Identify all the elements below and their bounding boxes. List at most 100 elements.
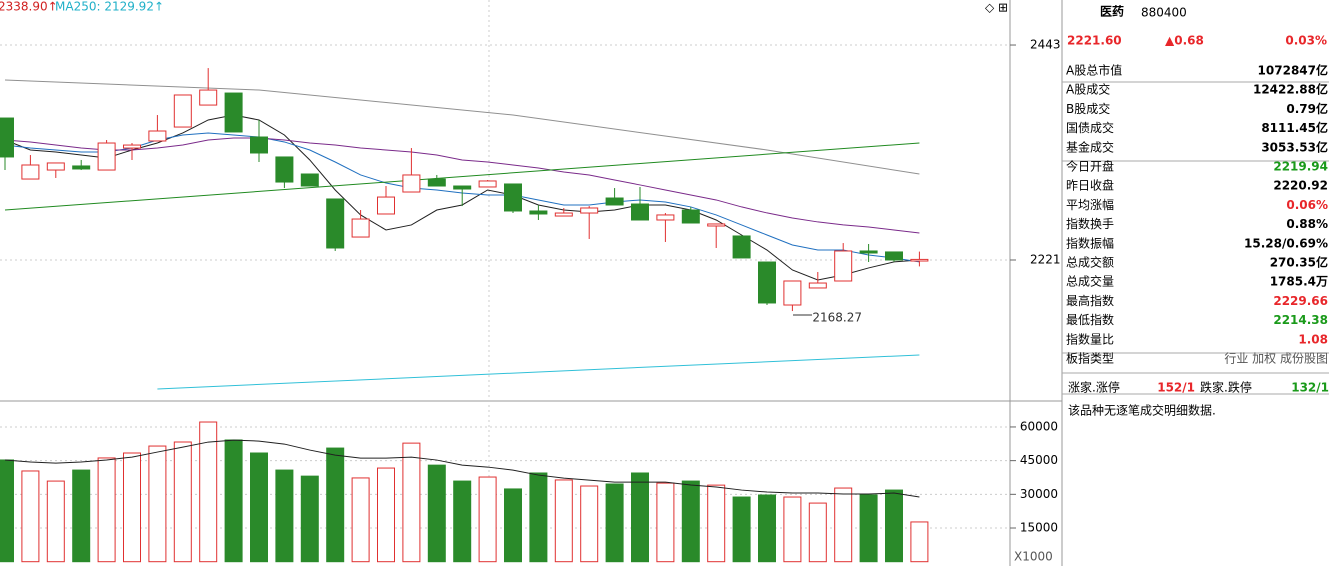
row-label: 最高指数 [1066,293,1114,308]
candle-body [859,250,878,254]
y-tick-label: 30000 [1020,487,1058,501]
volume-bar [554,479,573,563]
row-label: 指数换手 [1066,216,1114,231]
candle-body [326,198,345,249]
volume-bar [21,470,40,563]
row-value: 8111.45亿 [1261,120,1328,135]
row-value: 2214.38 [1273,313,1328,327]
candle-body [707,223,726,227]
row-label: 指数量比 [1066,331,1114,346]
candle-body [529,210,548,215]
candle-body [885,251,903,261]
volume-bar [758,494,776,563]
row-label: 最低指数 [1066,312,1114,327]
volume-bar [72,469,91,563]
candle-body [224,92,243,133]
volume-bar [529,472,548,563]
volume-bar [46,480,65,563]
row-label: 板指类型 [1066,351,1114,366]
volume-bar [250,452,268,563]
candle-body [148,130,167,142]
y-tick-label: 45000 [1020,453,1058,467]
candle-body [453,185,472,190]
volume-bar [351,477,370,563]
candle-body [300,173,319,187]
candle-body [123,144,141,149]
volume-bar [275,469,294,563]
volume-bar [605,483,624,563]
volume-bar [783,496,802,563]
candle-body [631,203,649,221]
row-value: 2220.92 [1273,179,1328,193]
ma-line [4,439,920,498]
volume-bar [707,484,726,563]
candle-body [554,212,573,217]
volume-bar [656,482,675,563]
candle-body [783,280,802,306]
candle-body [834,250,853,282]
change: ▲0.68 [1165,34,1204,48]
candle-body [681,209,700,224]
volume-bar [808,502,827,563]
legend-text: MA250: 2129.92↑ [55,0,164,14]
volume-bar [631,472,649,563]
volume-bar [453,480,472,563]
candle-body [656,214,675,221]
candle-body [427,178,446,187]
price: 2221.60 [1067,34,1122,48]
row-value: 0.79亿 [1286,101,1328,116]
row-value: 1072847亿 [1258,63,1328,78]
candle-body [173,94,192,128]
icon-diamond[interactable]: ◇ [985,1,995,15]
stock-name: 医药 [1100,4,1124,19]
ma-line [157,354,920,390]
row-value: 270.35亿 [1270,255,1328,270]
volume-bar [834,487,853,563]
candle-body [732,235,751,259]
volume-bar [224,439,243,563]
row-label: 今日开盘 [1066,159,1114,174]
volume-bar [377,467,395,563]
volume-bar [326,447,345,563]
y-tick-label: 2221 [1030,252,1061,266]
row-value: 2219.94 [1273,160,1328,174]
candle-body [377,196,395,215]
ma-line [4,142,920,211]
volume-bar [732,496,751,563]
candle-body [250,136,268,154]
volume-bar [478,476,497,563]
row-label: 基金成交 [1066,139,1114,154]
row-value: 行业 加权 成份股图 [1224,352,1328,366]
row-value: 15.28/0.69% [1244,236,1328,250]
candle-body [0,117,14,158]
row-value: 0.88% [1286,217,1328,231]
ma-line [4,79,920,175]
candle-body [402,174,421,193]
volume-bar [427,464,446,563]
volume-bar [173,441,192,563]
row-label: 平均涨幅 [1066,197,1114,212]
icon-window[interactable]: ⊞ [998,1,1008,15]
row-label: 国债成交 [1066,120,1114,135]
row-label: 昨日收盘 [1066,178,1114,193]
y-tick-label: 2443 [1030,38,1061,52]
y-tick-label: 15000 [1020,521,1058,535]
stock-code: 880400 [1141,6,1187,20]
candle-body [504,183,522,212]
volume-bar [148,445,167,563]
volume-bar [300,475,319,563]
candle-body [605,197,624,206]
candle-body [21,164,40,180]
volume-bar [97,457,116,563]
candle-body [478,180,497,188]
candle-body [910,258,929,262]
row-value: 12422.88亿 [1253,82,1328,97]
y-tick-label: 60000 [1020,419,1058,433]
row-label: 指数振幅 [1066,235,1114,250]
volume-bar [199,421,218,563]
volume-bar [885,489,903,563]
candle-body [46,162,65,171]
updown-value: 132/1 [1291,381,1329,395]
row-value: 1785.4万 [1270,275,1328,289]
